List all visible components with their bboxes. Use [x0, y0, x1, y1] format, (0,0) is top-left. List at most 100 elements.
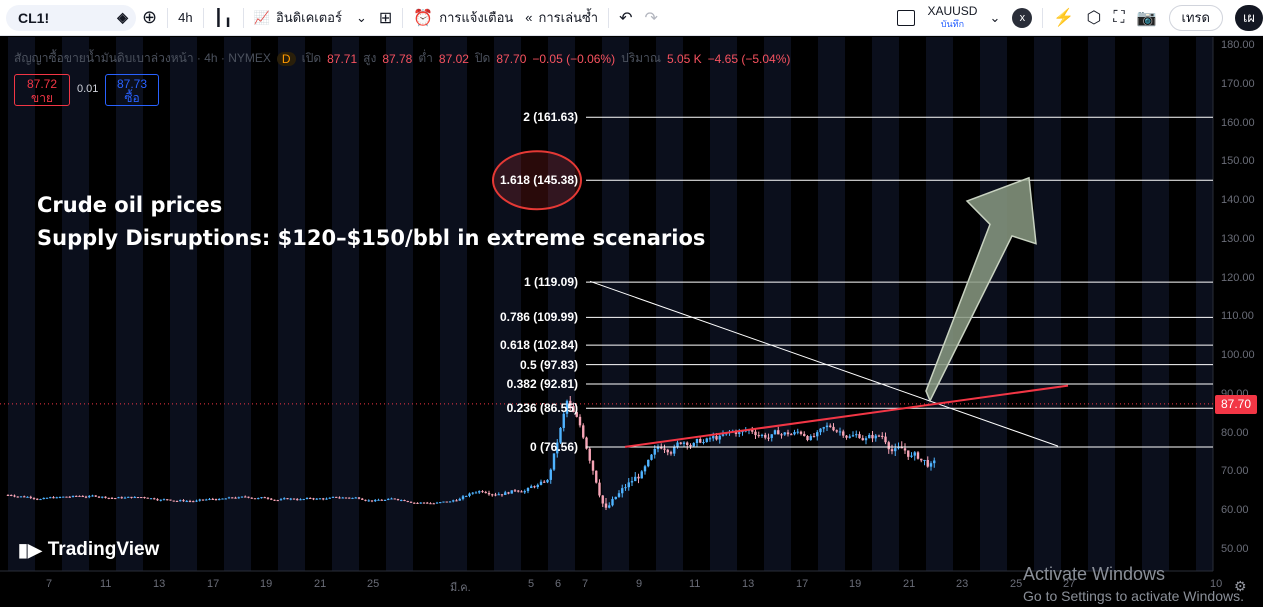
candle-body	[712, 436, 715, 439]
camera-icon: 📷	[1136, 9, 1157, 27]
quick-search-button[interactable]: ⚡	[1047, 0, 1080, 36]
candle-body	[465, 495, 468, 497]
add-symbol-button[interactable]: ⊕	[136, 0, 163, 36]
chart-canvas[interactable]	[0, 37, 1263, 603]
time-tick-label: 21	[314, 578, 327, 590]
fib-level-label: 1 (119.09)	[523, 275, 578, 290]
tradingview-logo[interactable]: ▮▶ TradingView	[18, 539, 159, 561]
candle-body	[582, 425, 585, 438]
candle-body	[370, 500, 374, 502]
candle-body	[390, 498, 393, 500]
trade-button[interactable]: เทรด	[1163, 0, 1229, 36]
candle-body	[13, 495, 16, 497]
fib-level-label: 0.786 (109.99)	[499, 310, 578, 325]
compare-symbol[interactable]: XAUUSD บันทึก	[921, 0, 983, 36]
chart-area[interactable]: สัญญาซื้อขายน้ำมันดิบเบาล่วงหน้า · 4h · …	[0, 37, 1263, 604]
candle-body	[611, 499, 614, 506]
highlight-circle	[492, 150, 582, 211]
candle-body	[36, 498, 39, 500]
candle-body	[621, 488, 624, 494]
snapshot-button[interactable]: 📷	[1131, 0, 1163, 36]
candle-body	[686, 442, 689, 445]
candle-body	[354, 497, 357, 499]
session-band	[440, 37, 467, 571]
headline-annotation[interactable]: Crude oil prices Supply Disruptions: $12…	[37, 189, 705, 255]
axis-settings-icon[interactable]: ⚙	[1234, 578, 1247, 594]
session-band	[818, 37, 845, 571]
compare-sub-text: บันทึก	[940, 18, 965, 29]
candle-body	[738, 432, 741, 434]
candle-body	[416, 502, 419, 504]
interval-button[interactable]: 4h	[178, 10, 193, 25]
candle-body	[166, 499, 169, 501]
candle-body	[851, 435, 855, 437]
windows-activation-watermark: Activate Windows Go to Settings to activ…	[1023, 563, 1244, 607]
candle-body	[62, 496, 65, 498]
settings-button[interactable]: ⬡	[1081, 0, 1108, 36]
layouts-button[interactable]: ⊞	[373, 0, 398, 36]
session-band	[170, 37, 197, 571]
redo-button[interactable]: ↷	[639, 0, 664, 36]
candle-body	[127, 496, 130, 498]
candle-body	[845, 435, 848, 438]
candle-body	[114, 498, 117, 500]
fib-level-label: 0.618 (102.84)	[499, 338, 578, 353]
close-value: 87.70	[496, 51, 527, 66]
candle-body	[780, 434, 783, 436]
undo-icon: ↶	[619, 9, 633, 27]
candle-body	[751, 429, 754, 432]
time-tick-label: 13	[742, 578, 755, 590]
divider	[402, 7, 404, 28]
candle-body	[214, 499, 218, 501]
candle-body	[608, 505, 611, 508]
candle-body	[764, 434, 767, 438]
alerts-button[interactable]: ⏰ การแจ้งเตือน	[407, 0, 519, 36]
chevron-down-icon[interactable]: ⌄	[355, 9, 367, 25]
candle-body	[227, 497, 231, 499]
candle-body	[153, 498, 156, 500]
candle-body	[819, 428, 822, 433]
time-tick-label: 11	[100, 578, 112, 590]
replay-button[interactable]: « การเล่นซ้ำ	[519, 0, 604, 36]
symbol-search[interactable]: CL1! ◈	[6, 4, 136, 31]
candle-body	[383, 499, 387, 501]
undo-button[interactable]: ↶	[613, 0, 638, 36]
candle-body	[97, 496, 101, 498]
divider	[242, 7, 244, 28]
source-badge[interactable]: D	[276, 51, 296, 66]
indicators-button[interactable]: 📈 อินดิเคเตอร์ ⌄	[248, 0, 373, 36]
candle-body	[26, 496, 29, 498]
divider	[1042, 7, 1044, 28]
publish-button[interactable]: เผ	[1229, 0, 1263, 36]
candle-body	[510, 490, 513, 494]
candle-body	[517, 490, 520, 492]
watermark-line2: Go to Settings to activate Windows.	[1023, 588, 1244, 604]
checkbox-icon	[897, 9, 916, 26]
candle-body	[357, 497, 361, 499]
candle-body	[471, 492, 474, 494]
candle-body	[926, 459, 929, 467]
candle-body	[598, 482, 601, 496]
candle-body	[565, 400, 569, 414]
candle-body	[55, 497, 58, 499]
candle-body	[445, 501, 448, 503]
candle-body	[656, 446, 660, 449]
sell-button[interactable]: 87.72 ขาย	[14, 74, 70, 106]
session-band	[710, 37, 737, 571]
buy-button[interactable]: 87.73 ซื้อ	[105, 74, 159, 106]
gear-icon: ⬡	[1086, 7, 1102, 27]
candle-body	[185, 501, 188, 503]
chart-type-button[interactable]: ┃╻	[208, 0, 239, 36]
candle-body	[413, 502, 416, 504]
compare-dropdown[interactable]: ⌄	[983, 0, 1006, 36]
compare-checkbox[interactable]	[891, 0, 921, 36]
candle-body	[406, 500, 409, 502]
candle-body	[6, 494, 10, 496]
candle-body	[435, 502, 439, 504]
heart-eye-icon[interactable]: ◈	[117, 9, 128, 25]
session-band	[602, 37, 629, 571]
candle-body	[799, 431, 803, 434]
fullscreen-button[interactable]: ⛶	[1107, 0, 1130, 36]
compare-close-button[interactable]: x	[1006, 0, 1038, 36]
candle-body	[588, 448, 591, 461]
